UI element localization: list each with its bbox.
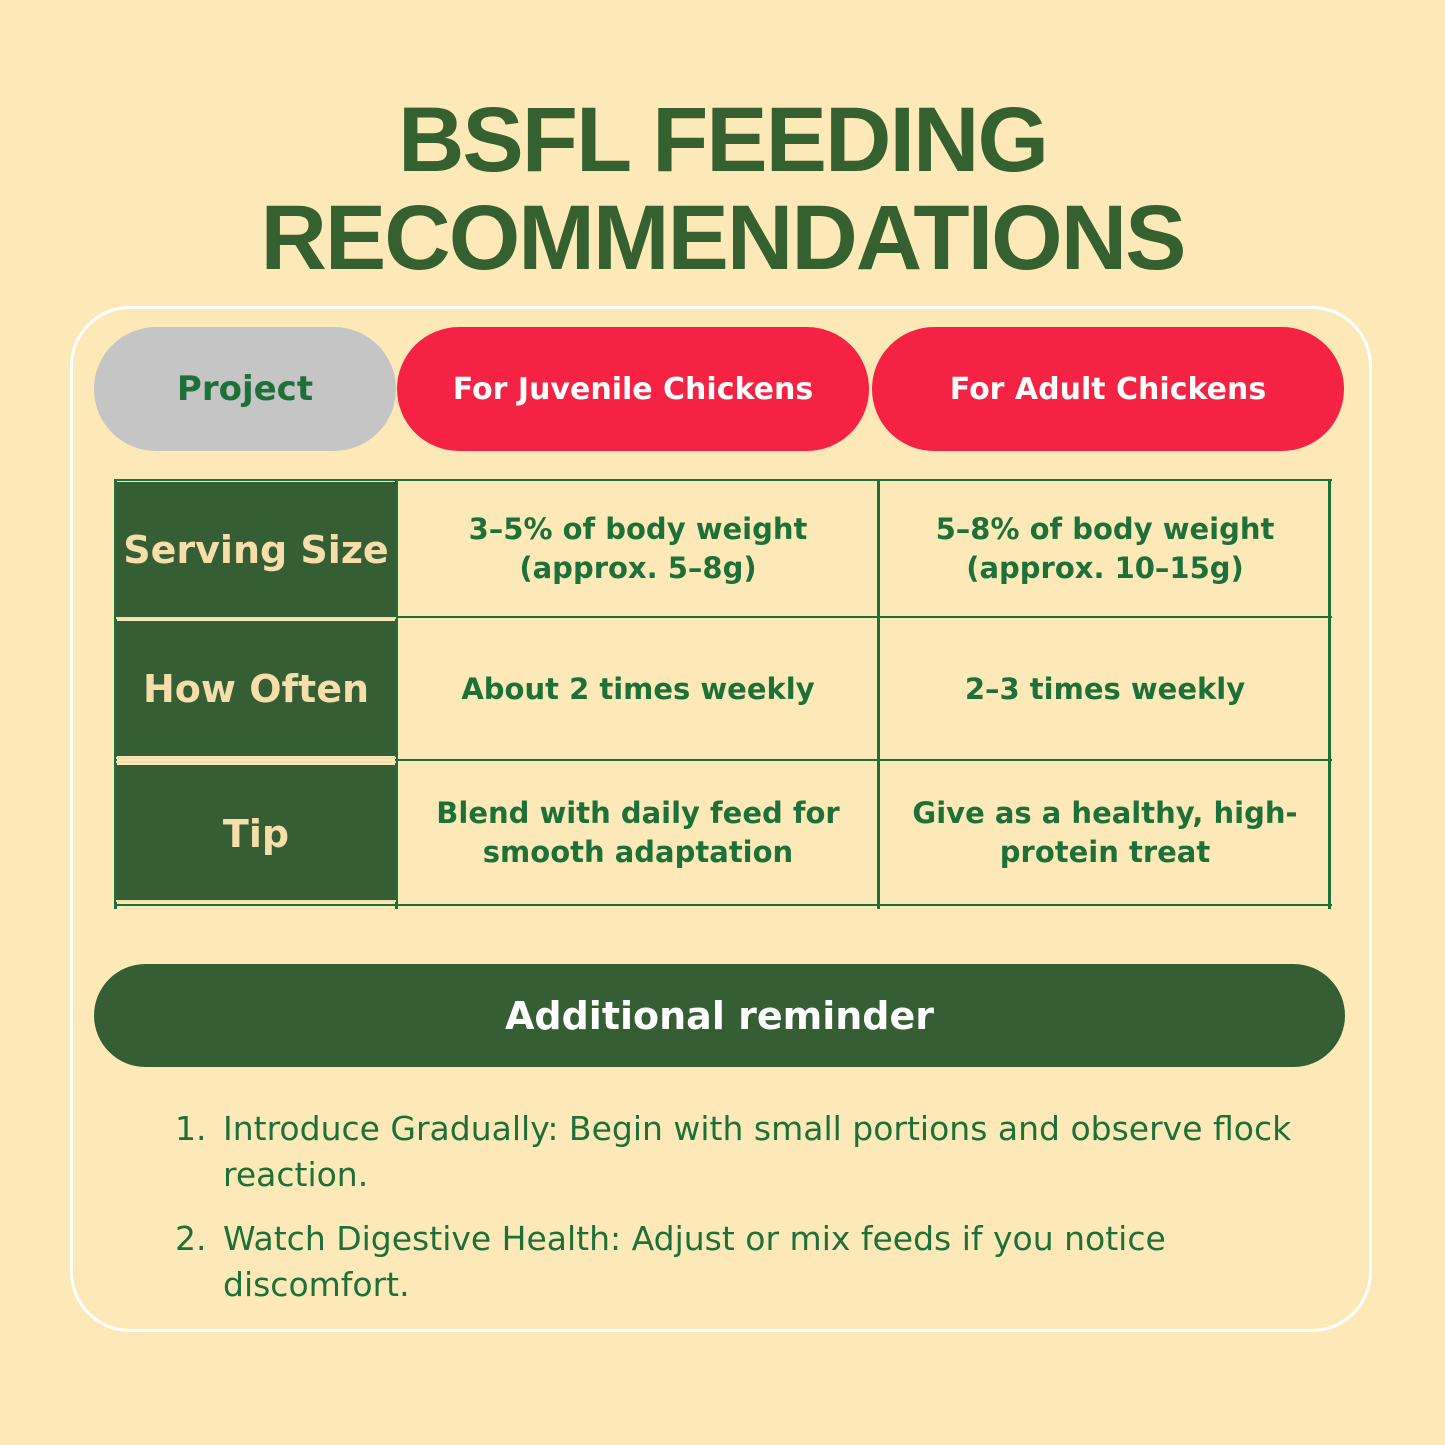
row-header-separator bbox=[116, 761, 396, 763]
table-border-top bbox=[114, 479, 1332, 481]
table-divider-col-1 bbox=[395, 479, 398, 909]
table-border-right bbox=[1328, 479, 1331, 909]
content-panel bbox=[70, 306, 1372, 1332]
row-header-separator bbox=[116, 617, 396, 619]
list-item-text: Introduce Gradually: Begin with small po… bbox=[223, 1109, 1292, 1194]
table-border-left bbox=[114, 479, 117, 909]
cell-tip-adult: Give as a healthy, high-protein treat bbox=[912, 796, 1298, 869]
row-header-separator bbox=[116, 757, 396, 759]
list-item: 1. Introduce Gradually: Begin with small… bbox=[175, 1106, 1295, 1198]
cell-how-often-juvenile: About 2 times weekly bbox=[461, 671, 815, 706]
row-header-separator bbox=[116, 900, 396, 902]
row-header-serving-size: Serving Size bbox=[116, 482, 396, 617]
reminder-list: 1. Introduce Gradually: Begin with small… bbox=[175, 1106, 1295, 1326]
cell-tip-juvenile: Blend with daily feed for smooth adaptat… bbox=[436, 796, 840, 869]
cell-how-often-adult: 2–3 times weekly bbox=[964, 671, 1246, 706]
table-divider-col-2 bbox=[877, 479, 880, 909]
table-divider-1 bbox=[396, 616, 1332, 618]
column-header-project: Project bbox=[94, 327, 396, 451]
row-header-tip: Tip bbox=[116, 765, 396, 902]
cell-serving-size-adult: 5–8% of body weight (approx. 10–15g) bbox=[935, 512, 1275, 585]
table-border-bottom bbox=[114, 904, 1332, 906]
column-header-juvenile: For Juvenile Chickens bbox=[397, 327, 869, 451]
table-divider-2 bbox=[396, 759, 1332, 761]
list-item-number: 2. bbox=[175, 1219, 207, 1258]
column-header-adult: For Adult Chickens bbox=[872, 327, 1344, 451]
cell-serving-size-juvenile: 3–5% of body weight (approx. 5–8g) bbox=[468, 512, 808, 585]
page-title-line-1: BSFL FEEDING bbox=[397, 89, 1049, 191]
page-title-line-2: RECOMMENDATIONS bbox=[260, 187, 1186, 289]
reminder-heading: Additional reminder bbox=[94, 964, 1345, 1067]
row-header-how-often: How Often bbox=[116, 621, 396, 756]
list-item: 2. Watch Digestive Health: Adjust or mix… bbox=[175, 1216, 1295, 1308]
list-item-text: Watch Digestive Health: Adjust or mix fe… bbox=[223, 1219, 1166, 1304]
list-item-number: 1. bbox=[175, 1109, 207, 1148]
